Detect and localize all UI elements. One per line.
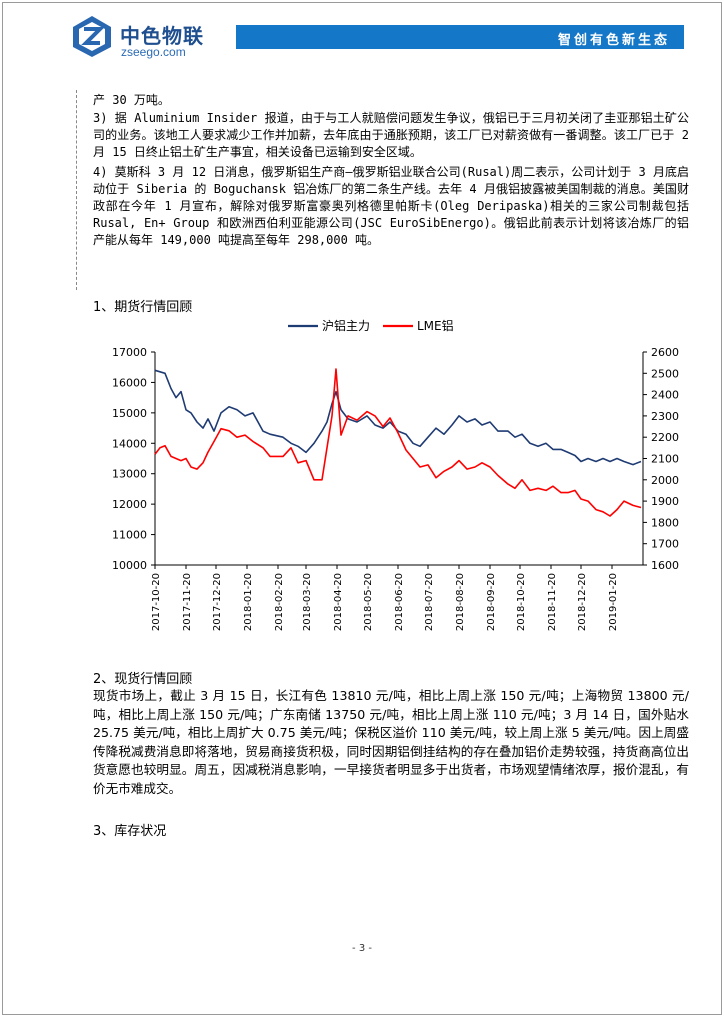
- price-chart: 沪铝主力 LME铝 1000011000120001300014000150001…: [112, 318, 679, 631]
- news-item-4: 4) 莫斯科 3 月 12 日消息，俄罗斯铝生产商—俄罗斯铝业联合公司(Rusa…: [93, 165, 689, 247]
- x-tick-label: 2018-05-20: [363, 573, 374, 631]
- chart-series: [154, 368, 642, 517]
- spot-review-text: 现货市场上，截止 3 月 15 日，长江有色 13810 元/吨，相比上周上涨 …: [93, 688, 689, 796]
- y-right-tick-label: 2200: [651, 431, 679, 444]
- y-right-tick-label: 2100: [651, 453, 679, 466]
- y-right-tick-label: 1900: [651, 495, 679, 508]
- y-right-tick-label: 2400: [651, 389, 679, 402]
- legend-label: 沪铝主力: [322, 318, 370, 333]
- section-heading-spot: 2、现货行情回顾: [93, 672, 193, 687]
- page-number: - 3 -: [352, 943, 372, 954]
- brand-url: zseego.com: [121, 45, 186, 59]
- y-left-tick-label: 16000: [112, 376, 147, 389]
- x-tick-label: 2018-11-20: [547, 573, 558, 631]
- brand-name: 中色物联: [120, 24, 204, 48]
- x-tick-label: 2018-02-20: [274, 573, 285, 631]
- x-tick-label: 2018-08-20: [455, 573, 466, 631]
- y-right-tick-label: 1600: [651, 559, 679, 572]
- news-item-3: 3) 据 Aluminium Insider 报道，由于与工人就赔偿问题发生争议…: [93, 111, 689, 159]
- y-right-tick-label: 2600: [651, 346, 679, 359]
- y-right-tick-label: 2000: [651, 474, 679, 487]
- x-tick-label: 2018-06-20: [394, 573, 405, 631]
- series-line-shfe: [154, 369, 642, 466]
- y-left-tick-label: 10000: [112, 559, 147, 572]
- section-heading-futures: 1、期货行情回顾: [93, 300, 193, 315]
- y-left-tick-label: 17000: [112, 346, 147, 359]
- company-logo: [73, 16, 111, 57]
- y-left-tick-label: 12000: [112, 498, 147, 511]
- x-tick-label: 2018-04-20: [333, 573, 344, 631]
- x-tick-label: 2017-12-20: [212, 573, 223, 631]
- x-tick-label: 2018-03-20: [302, 573, 313, 631]
- x-tick-label: 2018-01-20: [243, 573, 254, 631]
- section-heading-inventory: 3、库存状况: [93, 824, 167, 839]
- y-left-tick-label: 14000: [112, 437, 147, 450]
- x-tick-label: 2019-01-20: [608, 573, 619, 631]
- legend-label: LME铝: [417, 318, 454, 333]
- y-right-tick-label: 1700: [651, 538, 679, 551]
- x-tick-label: 2018-10-20: [516, 573, 527, 631]
- series-line-lme: [154, 368, 642, 517]
- news-line-top: 产 30 万吨。: [93, 93, 170, 107]
- x-tick-label: 2018-07-20: [424, 573, 435, 631]
- y-left-tick-label: 11000: [112, 529, 147, 542]
- x-tick-label: 2017-10-20: [151, 573, 162, 631]
- x-tick-label: 2017-11-20: [182, 573, 193, 631]
- x-tick-label: 2018-12-20: [577, 573, 588, 631]
- y-left-tick-label: 15000: [112, 407, 147, 420]
- y-right-tick-label: 2300: [651, 410, 679, 423]
- slogan-banner: 智创有色新生态: [236, 25, 684, 49]
- y-left-tick-label: 13000: [112, 468, 147, 481]
- margin-marker: [76, 90, 77, 290]
- slogan-text: 智创有色新生态: [557, 33, 670, 48]
- chart-axes: 10000 11000 12000 13000 14000 15000 16000 17000…: [112, 346, 679, 631]
- chart-legend: 沪铝主力 LME铝: [288, 318, 454, 333]
- x-tick-label: 2018-09-20: [486, 573, 497, 631]
- y-right-tick-label: 1800: [651, 516, 679, 529]
- y-right-tick-label: 2500: [651, 367, 679, 380]
